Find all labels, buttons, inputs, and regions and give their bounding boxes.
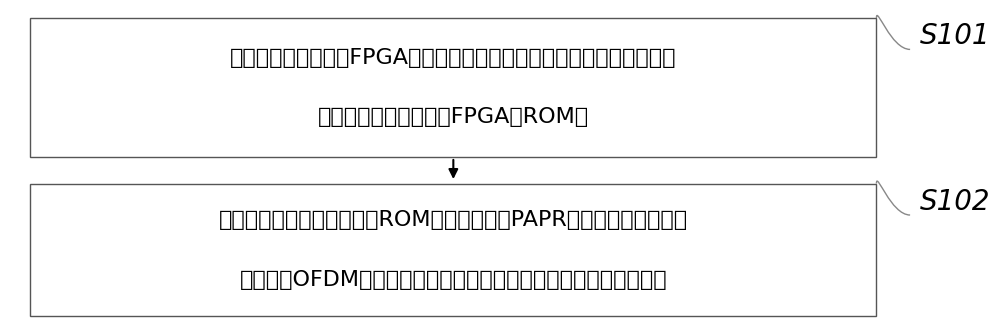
FancyBboxPatch shape bbox=[30, 18, 876, 157]
FancyBboxPatch shape bbox=[30, 184, 876, 316]
Text: 矢量圆上的坐标储存在FPGA的ROM中: 矢量圆上的坐标储存在FPGA的ROM中 bbox=[318, 107, 589, 127]
Text: 下降低了OFDM系统的发送端时延，并且只存在一次查表的量化误差: 下降低了OFDM系统的发送端时延，并且只存在一次查表的量化误差 bbox=[240, 270, 667, 290]
Text: 根据信号相位的正切值确定ROM地址，在保证PAPR满足指标要求的前提: 根据信号相位的正切值确定ROM地址，在保证PAPR满足指标要求的前提 bbox=[219, 210, 688, 230]
Text: S102: S102 bbox=[920, 188, 990, 216]
Text: S101: S101 bbox=[920, 22, 990, 50]
Text: 采用查找表的方法在FPGA硬件平台上实现直接限幅，将预先计算的阈值: 采用查找表的方法在FPGA硬件平台上实现直接限幅，将预先计算的阈值 bbox=[230, 48, 677, 68]
